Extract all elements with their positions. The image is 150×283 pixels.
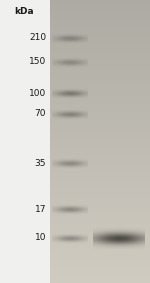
Text: 210: 210 <box>29 33 46 42</box>
Text: 150: 150 <box>29 57 46 67</box>
Text: 17: 17 <box>34 205 46 213</box>
Text: 70: 70 <box>34 110 46 119</box>
Text: 35: 35 <box>34 158 46 168</box>
Text: kDa: kDa <box>14 8 34 16</box>
Text: 10: 10 <box>34 233 46 243</box>
Text: 100: 100 <box>29 89 46 98</box>
